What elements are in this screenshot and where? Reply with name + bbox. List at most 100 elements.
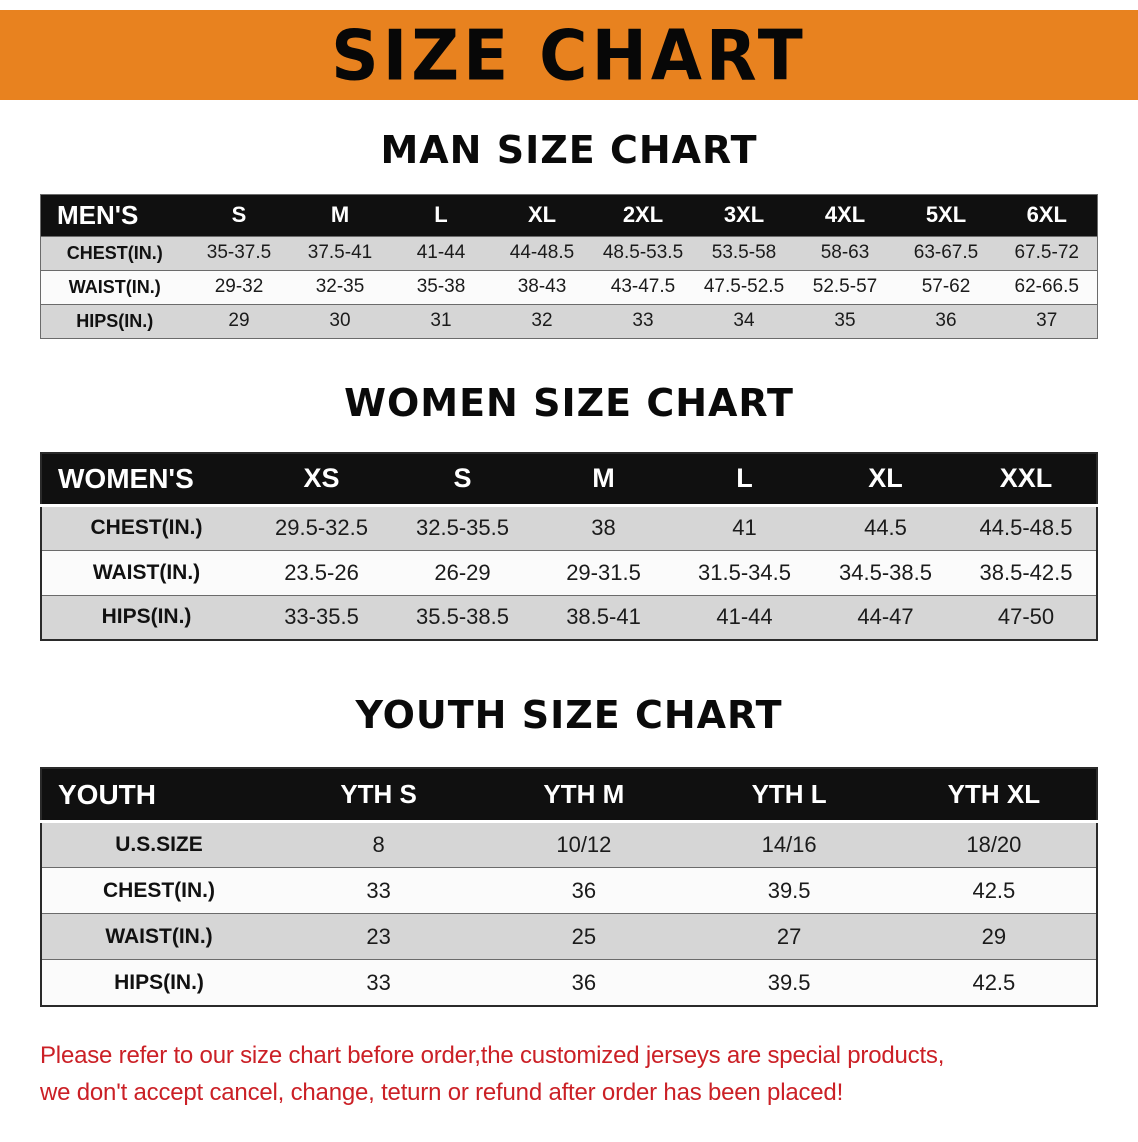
women-size-table: WOMEN'S XS S M L XL XXL CHEST(IN.) 29.5-… xyxy=(40,452,1098,642)
size-value: 39.5 xyxy=(767,969,811,995)
table-row: HIPS(IN.) 33-35.5 35.5-38.5 38.5-41 41-4… xyxy=(41,595,1097,641)
size-value: 38.5-41 xyxy=(566,604,641,630)
size-value: 29 xyxy=(981,923,1007,949)
size-value: 39.5 xyxy=(767,877,811,903)
size-value: 31 xyxy=(430,310,452,332)
size-value: 33 xyxy=(366,877,391,903)
size-value: 44-48.5 xyxy=(509,242,575,264)
size-col-header: XXL xyxy=(956,453,1097,506)
table-row: CHEST(IN.) 35-37.5 37.5-41 41-44 44-48.5… xyxy=(40,236,1098,271)
size-value: 18/20 xyxy=(966,832,1022,858)
banner: SIZE CHART xyxy=(0,10,1138,100)
size-value: 33-35.5 xyxy=(284,604,359,630)
men-section-heading: MAN SIZE CHART xyxy=(380,128,758,172)
page-title: SIZE CHART xyxy=(331,14,807,96)
size-value: 47.5-52.5 xyxy=(703,276,785,298)
size-value: 43-47.5 xyxy=(610,276,676,298)
size-value: 32.5-35.5 xyxy=(416,515,509,541)
men-table-label: MEN'S xyxy=(40,194,189,237)
size-value: 33 xyxy=(632,310,654,332)
size-value: 41-44 xyxy=(416,242,466,264)
row-label: CHEST(IN.) xyxy=(90,516,203,540)
size-value: 53.5-58 xyxy=(711,242,777,264)
size-col-header: XL xyxy=(491,194,593,237)
size-value: 23 xyxy=(366,923,391,949)
row-label: U.S.SIZE xyxy=(115,833,203,857)
size-value: 62-66.5 xyxy=(1014,276,1079,298)
size-value: 29.5-32.5 xyxy=(275,515,368,541)
size-value: 32-35 xyxy=(315,276,365,298)
size-value: 47-50 xyxy=(997,604,1055,630)
youth-table-header-row: YOUTH YTH S YTH M YTH L YTH XL xyxy=(41,767,1097,822)
size-value: 36 xyxy=(935,310,957,332)
size-value: 10/12 xyxy=(556,832,612,858)
footer-note: Please refer to our size chart before or… xyxy=(40,1037,1138,1111)
size-value: 67.5-72 xyxy=(1014,242,1079,264)
size-value: 42.5 xyxy=(972,877,1016,903)
size-value: 38.5-42.5 xyxy=(979,559,1073,585)
size-value: 8 xyxy=(372,832,385,858)
size-value: 38 xyxy=(591,515,616,541)
size-value: 33 xyxy=(366,969,391,995)
women-section-heading: WOMEN SIZE CHART xyxy=(344,380,794,425)
table-row: HIPS(IN.) 33 36 39.5 42.5 xyxy=(41,959,1097,1006)
row-label: HIPS(IN.) xyxy=(76,310,154,331)
row-label: CHEST(IN.) xyxy=(66,242,163,263)
size-value: 41-44 xyxy=(716,604,773,630)
men-size-table: MEN'S S M L XL 2XL 3XL 4XL 5XL 6XL CHEST… xyxy=(40,193,1098,339)
size-col-header: YTH XL xyxy=(891,767,1097,822)
size-col-header: S xyxy=(188,194,290,237)
size-value: 38-43 xyxy=(517,276,567,298)
table-row: U.S.SIZE 8 10/12 14/16 18/20 xyxy=(41,821,1097,868)
size-value: 29-31.5 xyxy=(566,559,641,585)
youth-table-label: YOUTH xyxy=(41,767,276,822)
size-value: 37.5-41 xyxy=(307,242,373,264)
size-value: 35-37.5 xyxy=(206,242,272,264)
size-col-header: YTH S xyxy=(276,767,482,822)
size-value: 37 xyxy=(1036,310,1058,332)
size-value: 52.5-57 xyxy=(812,276,878,298)
row-label: HIPS(IN.) xyxy=(101,605,192,629)
size-value: 31.5-34.5 xyxy=(698,559,791,585)
women-table-label: WOMEN'S xyxy=(41,453,251,506)
size-col-header: 3XL xyxy=(693,194,795,237)
men-table-header-row: MEN'S S M L XL 2XL 3XL 4XL 5XL 6XL xyxy=(40,194,1098,237)
size-col-header: M xyxy=(289,194,391,237)
size-value: 32 xyxy=(531,310,553,332)
row-label: WAIST(IN.) xyxy=(105,924,213,948)
table-row: WAIST(IN.) 29-32 32-35 35-38 38-43 43-47… xyxy=(40,270,1098,305)
size-value: 34 xyxy=(733,310,755,332)
size-chart-page: SIZE CHART MAN SIZE CHART MEN'S S M L XL… xyxy=(0,10,1138,1111)
size-value: 44.5 xyxy=(864,515,907,541)
size-value: 25 xyxy=(571,923,597,949)
size-value: 23.5-26 xyxy=(284,559,359,585)
size-col-header: L xyxy=(390,194,492,237)
size-col-header: YTH M xyxy=(481,767,687,822)
size-value: 35-38 xyxy=(416,276,466,298)
row-label: CHEST(IN.) xyxy=(103,878,215,902)
size-value: 34.5-38.5 xyxy=(839,559,932,585)
row-label: WAIST(IN.) xyxy=(68,276,161,297)
size-value: 30 xyxy=(329,310,351,332)
size-col-header: 2XL xyxy=(592,194,694,237)
size-value: 29-32 xyxy=(214,276,264,298)
size-value: 36 xyxy=(571,969,597,995)
size-value: 35.5-38.5 xyxy=(416,604,509,630)
size-col-header: M xyxy=(533,453,674,506)
size-value: 44.5-48.5 xyxy=(979,515,1073,541)
table-row: HIPS(IN.) 29 30 31 32 33 34 35 36 37 xyxy=(40,304,1098,339)
size-value: 14/16 xyxy=(761,832,817,858)
youth-section-heading: YOUTH SIZE CHART xyxy=(355,693,783,738)
size-col-header: XL xyxy=(815,453,956,506)
size-value: 48.5-53.5 xyxy=(602,242,684,264)
table-row: CHEST(IN.) 33 36 39.5 42.5 xyxy=(41,867,1097,914)
women-table-header-row: WOMEN'S XS S M L XL XXL xyxy=(41,453,1097,506)
footer-line-1: Please refer to our size chart before or… xyxy=(40,1041,945,1069)
youth-size-table: YOUTH YTH S YTH M YTH L YTH XL U.S.SIZE … xyxy=(40,766,1098,1007)
size-col-header: 5XL xyxy=(895,194,997,237)
row-label: HIPS(IN.) xyxy=(114,970,204,994)
size-value: 44-47 xyxy=(857,604,914,630)
size-col-header: L xyxy=(674,453,815,506)
size-value: 27 xyxy=(776,923,802,949)
size-value: 63-67.5 xyxy=(913,242,979,264)
